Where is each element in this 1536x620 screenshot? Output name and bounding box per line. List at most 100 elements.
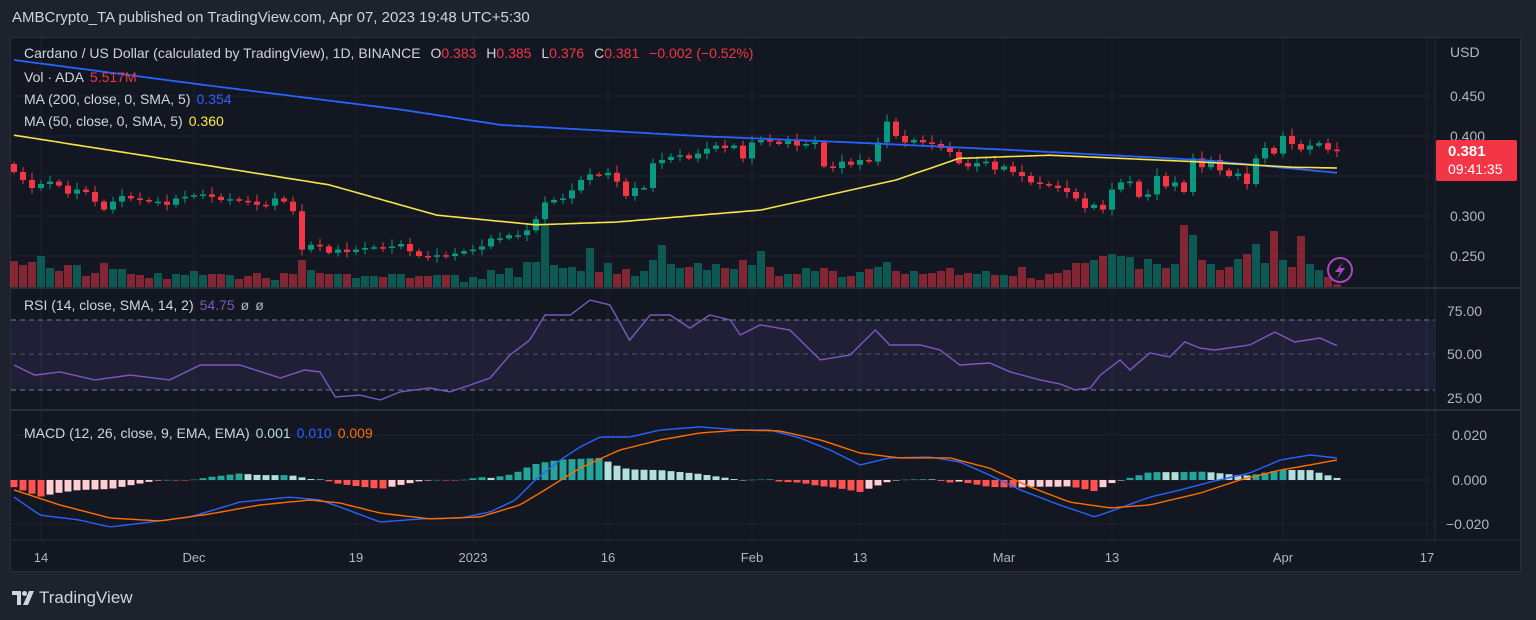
macd-histogram-bar <box>748 479 756 481</box>
volume-bar <box>136 275 144 287</box>
rsi-tick: 50.00 <box>1447 346 1483 362</box>
macd-histogram-bar <box>307 479 315 480</box>
volume-bar <box>1333 284 1341 287</box>
candle-up <box>731 145 737 148</box>
volume-bar <box>1261 263 1269 287</box>
rsi-band <box>11 320 1435 390</box>
volume-bar <box>1171 264 1179 287</box>
volume-bar <box>199 275 207 287</box>
macd-histogram-bar <box>181 480 189 481</box>
macd-histogram-bar <box>856 480 864 492</box>
volume-bar <box>1117 256 1125 287</box>
candle-down <box>218 196 224 200</box>
macd-histogram-bar <box>109 480 117 489</box>
candle-up <box>1262 148 1268 159</box>
candle-down <box>1244 173 1250 184</box>
volume-bar <box>397 274 405 287</box>
macd-histogram-bar <box>37 480 45 497</box>
chart-panel[interactable] <box>10 37 1521 572</box>
volume-bar <box>811 271 819 287</box>
volume-bar <box>28 262 36 287</box>
time-axis-label: Dec <box>182 550 206 565</box>
volume-bar <box>1063 270 1071 287</box>
volume-bar <box>649 260 657 287</box>
macd-label: MACD (12, 26, close, 9, EMA, EMA) <box>24 425 250 441</box>
candle-down <box>614 172 620 182</box>
macd-histogram-bar <box>568 459 576 480</box>
rsi-legend[interactable]: RSI (14, close, SMA, 14, 2) 54.75 ø ø <box>24 297 270 313</box>
macd-histogram-bar <box>541 462 549 480</box>
candle-down <box>29 180 35 188</box>
lightning-icon[interactable] <box>1327 257 1353 283</box>
macd-histogram-bar <box>1126 477 1134 480</box>
volume-legend[interactable]: Vol · ADA 5.517M <box>24 69 143 85</box>
macd-histogram-bar <box>1135 475 1143 480</box>
macd-histogram-bar <box>838 480 846 489</box>
volume-bar <box>1243 254 1251 287</box>
volume-bar <box>793 274 801 287</box>
rsi-tick: 75.00 <box>1447 303 1483 319</box>
candle-up <box>353 249 359 252</box>
candle-down <box>92 192 98 202</box>
candle-up <box>749 142 755 159</box>
symbol-legend[interactable]: Cardano / US Dollar (calculated by Tradi… <box>24 45 759 61</box>
volume-bar <box>1099 256 1107 287</box>
macd-histogram-bar <box>694 473 702 480</box>
volume-bar <box>892 271 900 287</box>
macd-histogram-bar <box>1180 472 1188 480</box>
candle-up <box>1001 166 1007 170</box>
macd-histogram-bar <box>460 479 468 481</box>
macd-histogram-bar <box>631 469 639 480</box>
candle-down <box>245 200 251 203</box>
ma50-label: MA (50, close, 0, SMA, 5) <box>24 113 183 129</box>
last-price-tag: 0.381 09:41:35 <box>1436 140 1517 181</box>
macd-legend[interactable]: MACD (12, 26, close, 9, EMA, EMA) 0.001 0.… <box>24 425 379 441</box>
volume-bar <box>586 248 594 287</box>
ma200-label: MA (200, close, 0, SMA, 5) <box>24 91 191 107</box>
ma200-legend[interactable]: MA (200, close, 0, SMA, 5) 0.354 <box>24 91 238 107</box>
macd-histogram-bar <box>730 479 738 480</box>
macd-histogram-bar <box>829 480 837 488</box>
macd-histogram-bar <box>721 477 729 480</box>
macd-histogram-bar <box>613 465 621 480</box>
macd-histogram-bar <box>478 477 486 480</box>
tradingview-logo-icon <box>12 591 34 605</box>
tradingview-logo[interactable]: TradingView <box>12 588 133 608</box>
time-axis-label: 17 <box>1419 550 1435 565</box>
volume-bar <box>442 275 450 287</box>
candle-down <box>794 140 800 146</box>
close-value: 0.381 <box>604 45 640 61</box>
macd-histogram-bar <box>73 480 81 491</box>
macd-histogram-bar <box>550 460 558 480</box>
candle-up <box>857 160 863 165</box>
volume-bar <box>622 269 630 287</box>
candle-up <box>434 255 440 257</box>
macd-histogram-bar <box>991 480 999 488</box>
macd-histogram-bar <box>1288 469 1296 480</box>
macd-histogram-bar <box>154 480 162 481</box>
candle-up <box>110 201 116 210</box>
candle-up <box>1109 189 1115 210</box>
macd-histogram-bar <box>523 467 531 480</box>
currency-label[interactable]: USD <box>1450 44 1480 60</box>
candle-up <box>1316 143 1322 146</box>
volume-bar <box>208 274 216 287</box>
macd-histogram-bar <box>865 480 873 489</box>
macd-histogram-bar <box>1036 480 1044 487</box>
candle-down <box>830 166 836 168</box>
candle-down <box>1019 172 1025 176</box>
macd-histogram-bar <box>1279 469 1287 480</box>
candle-down <box>1028 176 1034 183</box>
macd-histogram-bar <box>388 480 396 487</box>
candle-down <box>317 244 323 247</box>
volume-bar <box>1144 259 1152 287</box>
macd-histogram-value: 0.001 <box>255 425 291 441</box>
macd-histogram-bar <box>586 458 594 480</box>
moving-averages <box>13 59 1338 226</box>
macd-histogram-bar <box>532 464 540 480</box>
candle-up <box>569 190 575 199</box>
candle-up <box>1208 160 1214 168</box>
macd-histogram-bar <box>676 472 684 480</box>
ma50-legend[interactable]: MA (50, close, 0, SMA, 5) 0.360 <box>24 113 230 129</box>
